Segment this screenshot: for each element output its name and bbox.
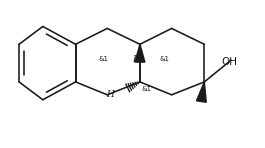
Text: &1: &1 [98, 56, 108, 62]
Polygon shape [135, 44, 145, 62]
Text: H: H [132, 55, 140, 64]
Text: H: H [106, 90, 114, 99]
Text: OH: OH [222, 57, 238, 67]
Polygon shape [196, 82, 206, 102]
Text: &1: &1 [159, 56, 169, 62]
Text: &1: &1 [142, 86, 152, 92]
